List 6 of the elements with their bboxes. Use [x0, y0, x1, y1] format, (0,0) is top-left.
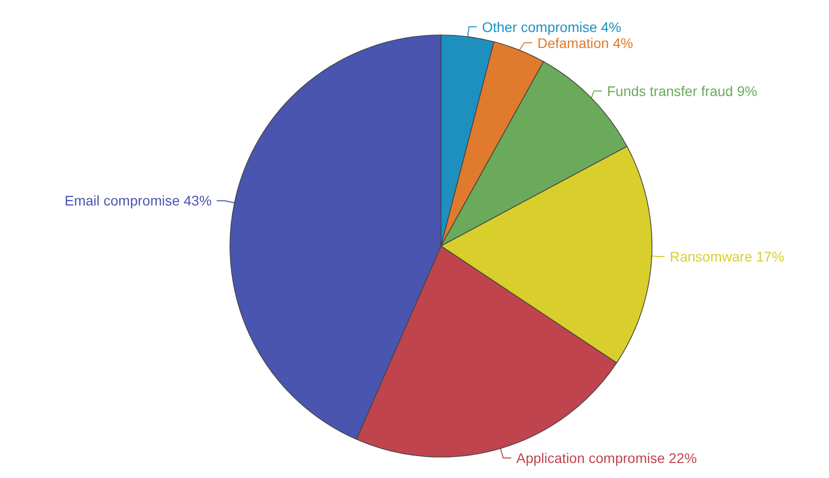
slice-label: Other compromise 4% — [482, 18, 622, 35]
slice-label: Defamation 4% — [537, 34, 634, 51]
slice-label: Email compromise 43% — [64, 192, 212, 209]
slice-label: Funds transfer fraud 9% — [606, 82, 758, 99]
slice-label: Application compromise 22% — [516, 450, 697, 466]
slice-label: Ransomware 17% — [670, 248, 784, 265]
